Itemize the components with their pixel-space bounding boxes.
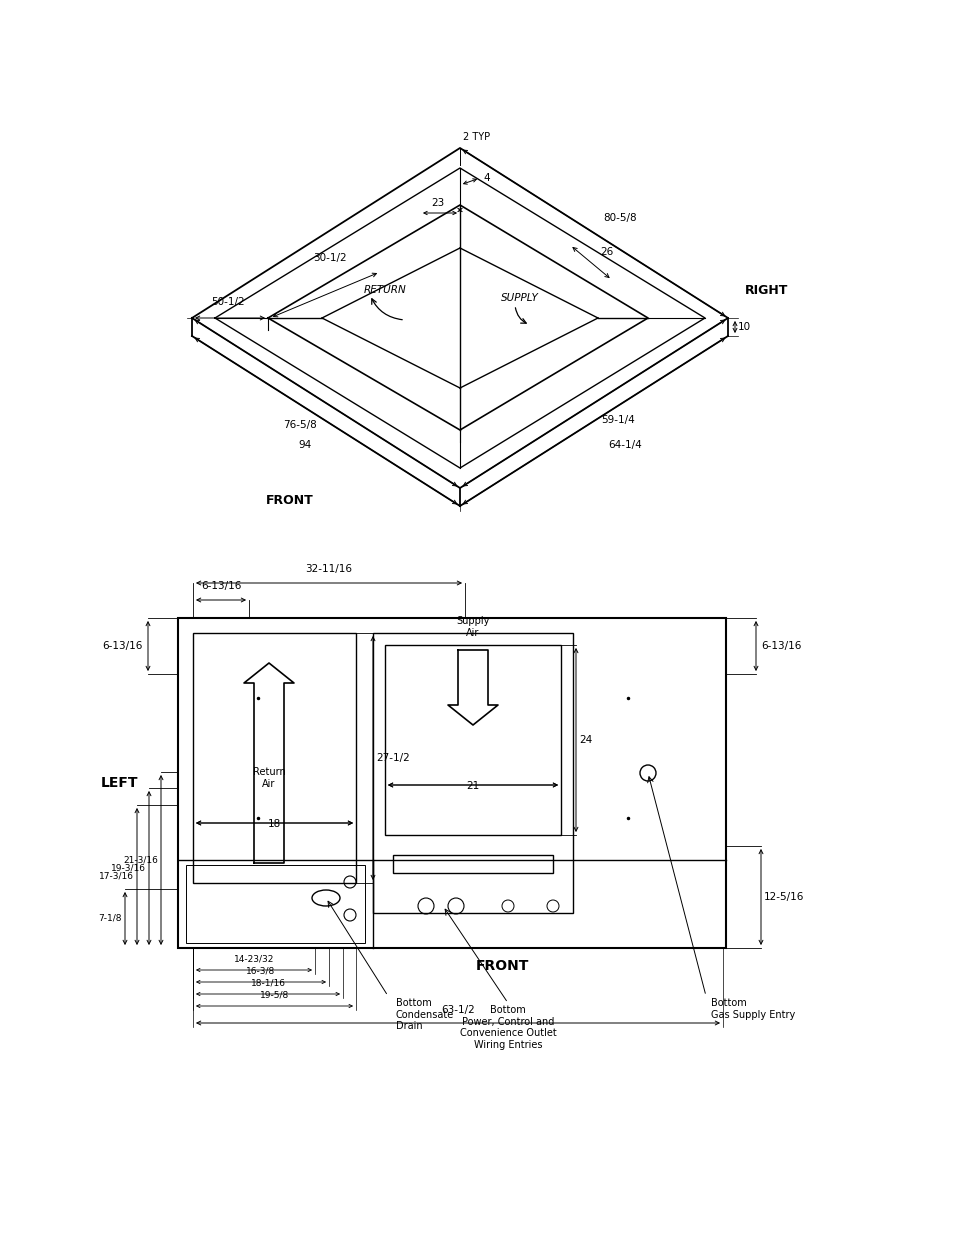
Text: 21-3/16: 21-3/16	[123, 856, 158, 864]
Text: 19-3/16: 19-3/16	[111, 863, 146, 872]
Text: 7-1/8: 7-1/8	[98, 914, 122, 923]
Bar	[373, 634, 573, 913]
Text: Supply
Air: Supply Air	[456, 616, 489, 638]
Text: 14-23/32: 14-23/32	[233, 955, 274, 965]
Text: 24: 24	[578, 735, 592, 745]
Text: 23: 23	[431, 198, 444, 207]
Bar	[393, 855, 553, 873]
Text: 76-5/8: 76-5/8	[283, 420, 316, 430]
Text: RETURN: RETURN	[363, 285, 406, 295]
Text: 16-3/8: 16-3/8	[246, 967, 275, 976]
Text: Return
Air: Return Air	[253, 767, 285, 789]
Text: 6-13/16: 6-13/16	[760, 641, 801, 651]
Text: Bottom
Gas Supply Entry: Bottom Gas Supply Entry	[710, 998, 795, 1020]
Text: Bottom
Condensate
Drain: Bottom Condensate Drain	[395, 998, 454, 1031]
Text: 32-11/16: 32-11/16	[305, 564, 352, 574]
Text: 30-1/2: 30-1/2	[313, 253, 347, 263]
Bar	[193, 634, 355, 883]
Text: 17-3/16: 17-3/16	[99, 872, 133, 881]
Text: SUPPLY: SUPPLY	[500, 293, 538, 303]
Text: RIGHT: RIGHT	[744, 284, 787, 296]
Text: 6-13/16: 6-13/16	[103, 641, 143, 651]
Text: 59-1/4: 59-1/4	[600, 415, 634, 425]
Text: 64-1/4: 64-1/4	[607, 440, 641, 450]
Text: 26: 26	[599, 247, 613, 257]
Text: 94: 94	[298, 440, 312, 450]
Text: 6-13/16: 6-13/16	[200, 580, 241, 592]
Bar	[385, 645, 560, 835]
Text: 27-1/2: 27-1/2	[375, 753, 410, 763]
Text: 80-5/8: 80-5/8	[602, 212, 637, 224]
Text: 10: 10	[738, 322, 750, 332]
Text: 21: 21	[466, 781, 479, 790]
Bar	[178, 618, 725, 948]
Text: LEFT: LEFT	[101, 776, 138, 790]
Text: 18-1/16: 18-1/16	[251, 979, 285, 988]
Text: 4: 4	[482, 173, 489, 183]
Text: 50-1/2: 50-1/2	[211, 296, 245, 308]
Text: 19-5/8: 19-5/8	[259, 990, 289, 1000]
Text: 63-1/2: 63-1/2	[440, 1005, 475, 1015]
Text: 2 TYP: 2 TYP	[462, 132, 490, 142]
Text: FRONT: FRONT	[266, 494, 314, 506]
Text: FRONT: FRONT	[475, 960, 528, 973]
Text: 18: 18	[268, 819, 281, 829]
Text: 12-5/16: 12-5/16	[763, 892, 803, 902]
Text: Bottom
Power, Control and
Convenience Outlet
Wiring Entries: Bottom Power, Control and Convenience Ou…	[459, 1005, 556, 1050]
Bar	[186, 864, 365, 944]
